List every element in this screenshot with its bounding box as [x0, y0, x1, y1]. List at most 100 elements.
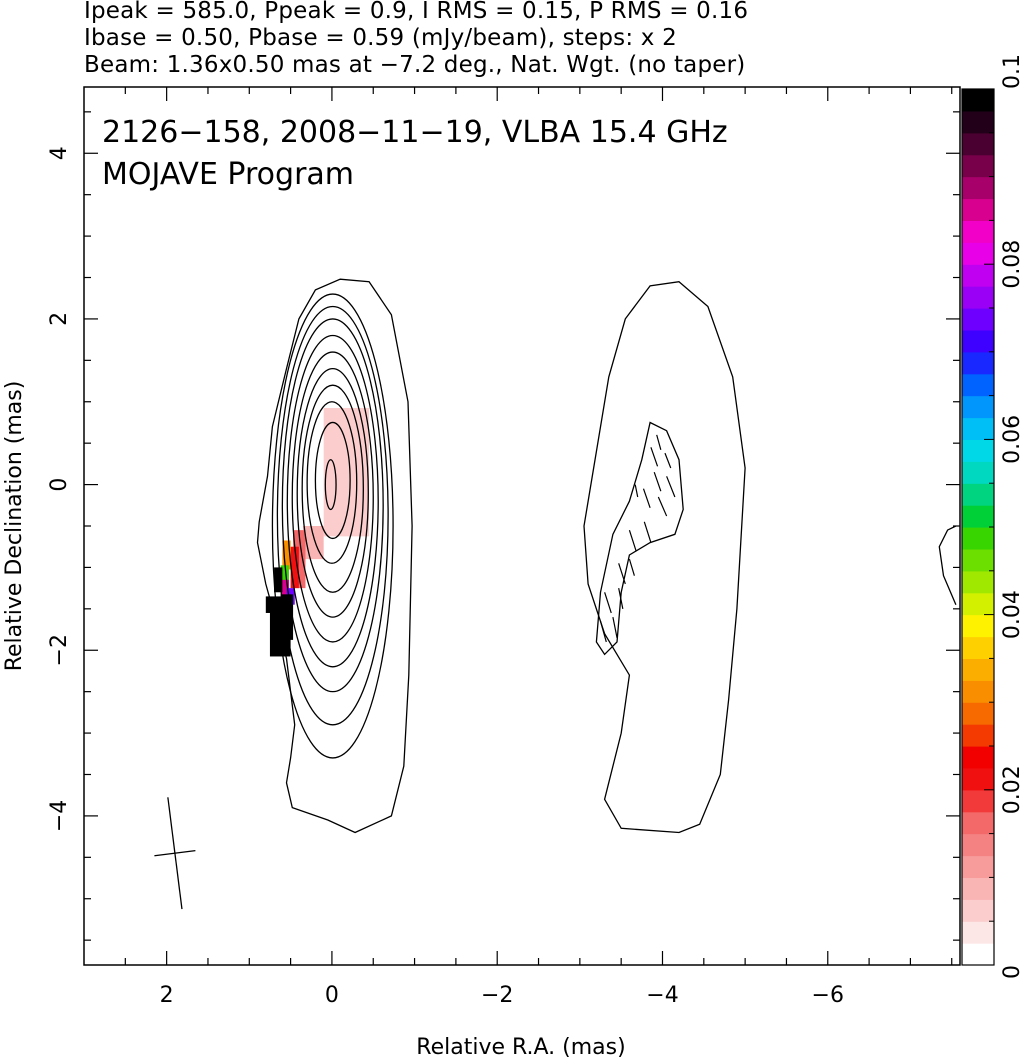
jet-contour-inner: [595, 421, 684, 656]
colorbar-cell-13: [962, 658, 994, 681]
colorbar-cell-4: [962, 855, 994, 878]
colorbar-cell-1: [962, 921, 994, 944]
hatch-mark-4: [666, 476, 676, 498]
colorbar-cell-12: [962, 680, 994, 703]
core-contour-3: [301, 384, 364, 593]
polarization-layer: [265, 407, 370, 657]
colorbar-cell-36: [962, 154, 994, 178]
polarization-pixel-7: [280, 579, 289, 597]
colorbar-cell-22: [962, 461, 994, 484]
x-tick-label-1: 0: [325, 983, 339, 1008]
colorbar-cell-7: [962, 789, 994, 813]
colorbar-cell-6: [962, 811, 994, 835]
colorbar-cell-31: [962, 264, 994, 287]
colorbar-cell-2: [962, 899, 994, 922]
header-line-3: Beam: 1.36x0.50 mas at −7.2 deg., Nat. W…: [84, 52, 746, 78]
colorbar-cell-18: [962, 548, 994, 572]
colorbar-cell-28: [962, 329, 994, 353]
core-contour-5: [291, 351, 374, 643]
colorbar-cell-26: [962, 373, 994, 397]
colorbar-label-2: 0.04: [1000, 590, 1022, 639]
core-contour-0: [324, 459, 337, 511]
hatch-mark-13: [612, 616, 618, 638]
colorbar-cell-8: [962, 767, 994, 791]
core-contour-6: [286, 334, 379, 668]
y-tick-label-0: 4: [47, 146, 72, 160]
colorbar: 0 0.02 0.04 0.06 0.08 0.1: [961, 54, 1022, 979]
colorbar-cell-27: [962, 351, 994, 375]
beam-minor-axis: [154, 849, 196, 857]
plot-frame: [83, 86, 961, 966]
core-contour-4: [296, 367, 369, 618]
colorbar-cell-39: [962, 89, 994, 112]
colorbar-label-3: 0.06: [1000, 415, 1022, 464]
y-axis-title: Relative Declination (mas): [2, 381, 27, 672]
colorbar-cell-34: [962, 198, 994, 221]
axis-ticks: 2 0 −2 −4 −6 4 2 0 −2 −4: [47, 87, 960, 1008]
colorbar-cell-14: [962, 636, 994, 659]
core-contour-9: [271, 293, 394, 759]
hatch-mark-1: [650, 447, 659, 467]
colorbar-cell-19: [962, 527, 994, 550]
hatch-mark-11: [618, 588, 624, 609]
hatch-layer: [599, 434, 676, 643]
colorbar-cell-32: [962, 242, 994, 265]
colorbar-label-4: 0.08: [1000, 240, 1022, 289]
hatch-mark-5: [642, 488, 651, 508]
colorbar-cell-20: [962, 505, 994, 528]
hatch-mark-0: [656, 434, 662, 450]
edge-contour: [938, 525, 957, 605]
polarization-pixel-4: [290, 546, 299, 589]
hatch-mark-15: [634, 484, 639, 498]
colorbar-cell-3: [962, 877, 994, 900]
panel-title-line-1: 2126−158, 2008−11−19, VLBA 15.4 GHz: [102, 115, 728, 150]
contour-layer: [256, 278, 957, 834]
core-contour-8: [276, 305, 389, 726]
colorbar-cell-25: [962, 395, 994, 419]
colorbar-cell-21: [962, 483, 994, 506]
colorbar-cell-16: [962, 592, 994, 616]
hatch-mark-10: [604, 592, 612, 614]
x-axis-title: Relative R.A. (mas): [416, 1035, 625, 1060]
x-tick-label-0: 2: [160, 983, 174, 1008]
core-contour-2: [306, 401, 358, 564]
x-tick-label-2: −2: [481, 983, 513, 1008]
colorbar-cell-30: [962, 286, 994, 309]
polarization-pixel-6: [280, 565, 289, 587]
x-tick-label-4: −6: [812, 983, 844, 1008]
colorbar-cell-24: [962, 417, 994, 440]
colorbar-cell-11: [962, 702, 994, 725]
hatch-mark-3: [653, 471, 662, 492]
beam-layer: [154, 797, 196, 910]
header-line-1: Ipeak = 585.0, Ppeak = 0.9, I RMS = 0.15…: [84, 0, 749, 24]
header-line-2: Ibase = 0.50, Pbase = 0.59 (mJy/beam), s…: [84, 25, 677, 51]
y-tick-label-2: 0: [47, 478, 72, 492]
hatch-mark-7: [628, 529, 637, 552]
polarization-pixel-5: [282, 540, 291, 570]
colorbar-cell-33: [962, 220, 994, 243]
colorbar-cell-15: [962, 614, 994, 638]
colorbar-cell-23: [962, 439, 994, 462]
x-tick-label-3: −4: [646, 983, 678, 1008]
hatch-mark-6: [657, 496, 668, 517]
hatch-mark-9: [618, 563, 626, 585]
colorbar-label-5: 0.1: [1000, 54, 1022, 89]
colorbar-cell-0: [962, 943, 994, 966]
hatch-mark-8: [643, 521, 652, 543]
y-tick-label-3: −2: [47, 634, 72, 666]
core-contour-7: [281, 318, 384, 693]
panel-title-line-2: MOJAVE Program: [102, 157, 354, 192]
polarization-pixel-9: [274, 567, 283, 593]
colorbar-cell-29: [962, 308, 994, 331]
colorbar-cell-9: [962, 746, 994, 769]
hatch-mark-2: [664, 452, 672, 469]
hatch-mark-12: [599, 621, 607, 643]
core-outer-contour: [256, 278, 413, 834]
colorbar-cell-38: [962, 110, 994, 134]
colorbar-label-1: 0.02: [1000, 765, 1022, 814]
jet-contour-outer: [583, 281, 746, 834]
y-tick-label-4: −4: [47, 800, 72, 832]
colorbar-label-0: 0: [1000, 965, 1022, 979]
colorbar-cell-5: [962, 833, 994, 857]
hatch-mark-14: [628, 558, 635, 576]
